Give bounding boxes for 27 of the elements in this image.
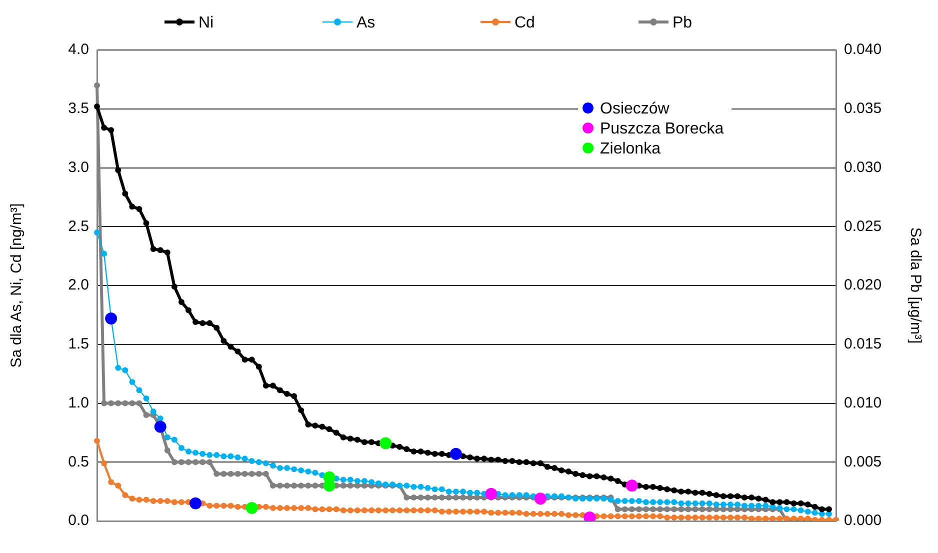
y2-tick-label: 0.005 [844,453,882,470]
y-tick-label: 4.0 [68,41,89,58]
legend-label: Ni [198,14,214,32]
y-tick-label: 1.5 [68,336,89,353]
legend-label: Zielonka [600,140,661,158]
y-tick-label: 2.5 [68,218,89,235]
legend-label: Cd [514,14,535,32]
y2-tick-label: 0.030 [844,158,882,176]
y-axis-title: Sa dla As, Ni, Cd [ng/m³] [8,203,26,368]
y-tick-label: 3.5 [68,100,89,118]
y2-tick-label: 0.015 [844,336,882,353]
legend-label: Puszcza Borecka [600,120,724,138]
y-tick-label: 3.0 [68,158,89,176]
y-tick-label: 0.5 [68,453,89,470]
legend-label: As [356,14,376,32]
y2-tick-label: 0.020 [844,276,882,294]
y2-tick-label: 0.035 [844,100,882,118]
y2-tick-label: 0.010 [844,394,882,412]
y2-tick-label: 0.000 [844,512,882,530]
y-tick-label: 1.0 [68,394,89,412]
legend-label: Pb [672,14,692,32]
y2-tick-label: 0.040 [844,41,882,58]
y-tick-label: 2.0 [68,276,89,294]
y2-tick-label: 0.025 [844,218,882,235]
y2-axis-title: Sa dla Pb [μg/m³] [906,227,924,344]
y-tick-label: 0.0 [68,512,89,530]
legend-label: Osieczów [600,100,670,118]
